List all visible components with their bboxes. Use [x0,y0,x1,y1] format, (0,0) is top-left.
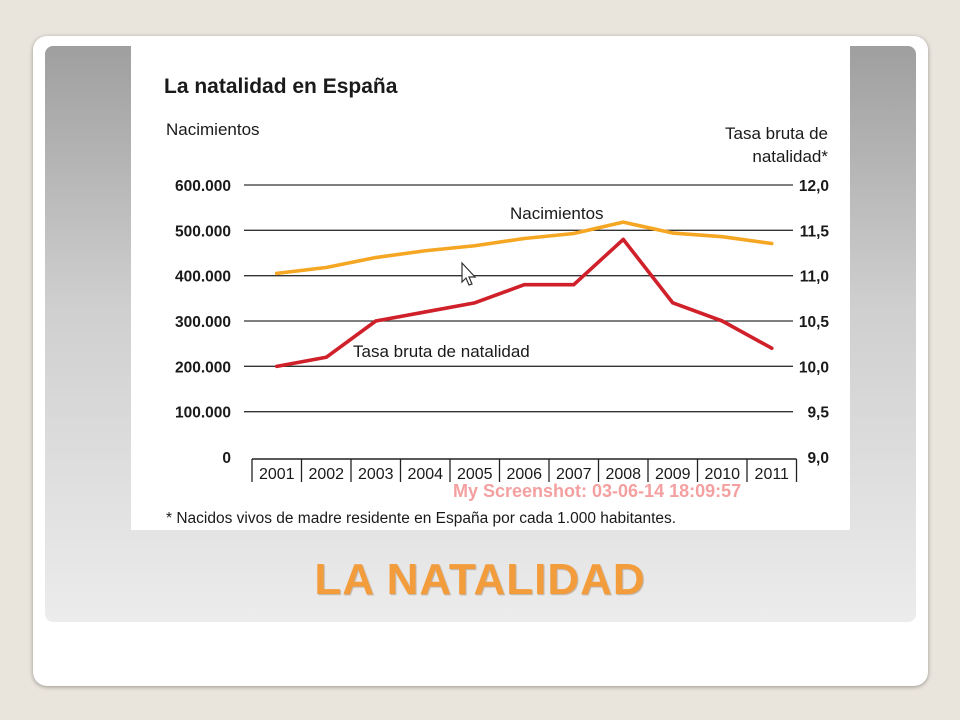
point-tasa [770,346,774,350]
point-nacimientos [522,236,526,241]
point-tasa [572,283,576,287]
left-tick-label: 100.000 [175,405,231,422]
right-axis-label-line-1: Tasa bruta de [725,124,828,143]
grid-lines [244,184,793,413]
x-tick-label: 2004 [407,466,443,483]
point-nacimientos [324,265,328,270]
x-tick-label: 2001 [259,466,295,483]
x-tick-label: 2006 [506,466,542,483]
x-tick-label: 2009 [655,466,691,483]
left-tick-label: 0 [222,450,231,467]
chart-figure: La natalidad en España Nacimientos Tasa … [131,46,850,530]
point-tasa [671,301,675,305]
x-axis: 2001 2002 2003 2004 2005 2006 2007 2008 2009 2010… [251,458,798,483]
left-axis-label: Nacimientos [166,120,260,139]
point-nacimientos [621,220,625,224]
point-tasa [522,283,526,287]
x-tick-label: 2011 [755,466,790,483]
right-axis-label-line-2: natalidad* [752,147,828,166]
x-tick-label: 2002 [308,466,344,483]
left-axis-ticks: 0 100.000 200.000 300.000 400.000 500.000 600.… [175,178,231,467]
point-nacimientos [572,231,576,236]
x-tick-label: 2005 [457,466,493,483]
point-nacimientos [473,244,477,248]
left-tick-label: 500.000 [175,223,231,240]
point-tasa [473,301,477,305]
right-tick-label: 9,0 [807,450,829,467]
chart-svg: La natalidad en España Nacimientos Tasa … [164,75,830,527]
left-tick-label: 200.000 [175,359,231,376]
chart-footnote: * Nacidos vivos de madre residente en Es… [166,510,676,527]
x-tick-label: 2007 [556,466,592,483]
point-nacimientos [671,231,675,235]
point-tasa [423,310,427,314]
chart-title: La natalidad en España [164,75,398,98]
series-label-tasa: Tasa bruta de natalidad [353,342,530,361]
left-tick-label: 600.000 [175,178,231,195]
right-tick-label: 9,5 [807,405,829,422]
slide-title: LA NATALIDAD [314,555,646,604]
left-tick-label: 300.000 [175,314,231,331]
right-axis-ticks: 9,0 9,5 10,0 10,5 11,0 11,5 12,0 [799,178,830,467]
x-tick-label: 2003 [358,466,394,483]
left-tick-label: 400.000 [175,269,231,286]
x-tick-label: 2010 [704,466,740,483]
point-nacimientos [770,241,774,246]
right-tick-label: 12,0 [799,178,829,195]
right-tick-label: 11,5 [800,223,830,240]
point-tasa [720,319,724,323]
point-tasa [275,364,279,368]
point-nacimientos [275,271,279,275]
point-tasa [374,319,378,323]
point-nacimientos [720,235,724,239]
screenshot-watermark: My Screenshot: 03-06-14 18:09:57 [453,481,741,501]
point-nacimientos [423,249,427,253]
point-tasa [621,237,625,241]
series-layer [274,220,774,369]
point-tasa [324,355,328,359]
mouse-cursor-icon [461,261,477,286]
right-tick-label: 10,5 [799,314,830,331]
x-tick-label: 2008 [605,466,641,483]
right-tick-label: 10,0 [799,359,829,376]
series-label-nacimientos: Nacimientos [510,204,604,223]
right-tick-label: 11,0 [800,269,829,286]
point-nacimientos [374,255,378,260]
